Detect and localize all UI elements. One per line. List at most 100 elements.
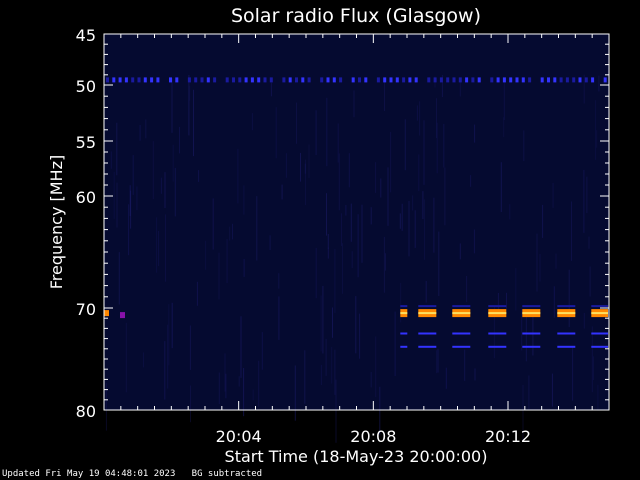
noise-streak (118, 252, 120, 305)
noise-streak (379, 386, 381, 435)
noise-streak (229, 226, 231, 241)
noise-streak (251, 113, 253, 131)
interference-mark (232, 77, 235, 83)
noise-streak (341, 213, 342, 246)
x-tick-label: 20:08 (350, 427, 396, 446)
noise-streak (278, 296, 280, 340)
noise-streak (359, 313, 361, 359)
interference-mark (408, 77, 412, 83)
noise-streak (128, 204, 130, 256)
emission-line (522, 345, 541, 348)
emission-burst-core (418, 312, 437, 315)
noise-streak (258, 360, 260, 407)
noise-streak (345, 205, 347, 216)
interference-mark (332, 77, 336, 83)
emission-burst-core (488, 312, 507, 315)
y-tick-label: 70 (76, 300, 96, 319)
noise-streak (528, 375, 530, 410)
noise-streak (424, 199, 425, 260)
noise-streak (304, 163, 306, 174)
noise-streak (110, 151, 112, 169)
noise-streak (136, 186, 138, 211)
noise-streak (171, 78, 173, 133)
emission-line (557, 332, 576, 335)
noise-streak (218, 372, 220, 404)
noise-streak (348, 153, 350, 188)
noise-streak (338, 153, 340, 211)
noise-streak (390, 131, 392, 193)
noise-streak (189, 85, 191, 101)
noise-streak (423, 120, 425, 185)
interference-mark (395, 77, 399, 83)
noise-streak (591, 326, 593, 393)
noise-streak (509, 204, 511, 220)
interference-mark (376, 77, 380, 83)
noise-streak (243, 259, 245, 277)
noise-streak (337, 123, 339, 163)
noise-streak (172, 144, 174, 182)
noise-streak (555, 253, 557, 269)
noise-streak (198, 170, 200, 182)
noise-streak (416, 105, 418, 121)
noise-streak (399, 213, 401, 229)
interference-mark (238, 77, 242, 83)
noise-streak (300, 152, 301, 182)
noise-streak (436, 350, 438, 374)
noise-streak (464, 349, 466, 381)
emission-burst-halo (557, 305, 576, 308)
noise-streak (188, 74, 190, 136)
updated-timestamp: Updated Fri May 19 04:48:01 2023 (2, 469, 176, 479)
noise-streak (592, 356, 594, 380)
noise-streak (294, 365, 296, 421)
noise-texture (104, 74, 600, 443)
emission-burst-core (522, 312, 541, 315)
emission-line (591, 345, 608, 348)
noise-streak (190, 385, 191, 423)
interference-mark (572, 77, 576, 83)
noise-streak (143, 352, 144, 368)
noise-streak (305, 159, 306, 206)
interference-mark (225, 77, 229, 83)
interference-mark (528, 77, 532, 83)
emission-blip (104, 310, 109, 317)
emission-line (418, 345, 437, 348)
noise-streak (256, 196, 258, 261)
noise-streak (296, 102, 297, 144)
noise-streak (515, 268, 517, 311)
emission-blip (120, 312, 125, 319)
emission-line (488, 345, 507, 348)
noise-streak (596, 130, 598, 148)
interference-mark (490, 77, 494, 83)
noise-streak (474, 368, 476, 381)
interference-mark (496, 77, 500, 83)
noise-streak (503, 81, 505, 120)
interference-mark (169, 77, 172, 83)
mode-label: BG subtracted (191, 469, 263, 479)
noise-streak (414, 210, 416, 248)
noise-streak (370, 372, 372, 388)
interference-mark (471, 77, 475, 83)
emission-burst-core (400, 312, 408, 315)
emission-line (522, 332, 541, 335)
noise-streak (503, 117, 505, 138)
noise-streak (129, 185, 131, 216)
noise-streak (116, 182, 118, 228)
interference-mark (257, 77, 261, 83)
noise-streak (586, 176, 588, 213)
noise-streak (322, 285, 324, 354)
noise-streak (595, 100, 597, 160)
noise-streak (568, 269, 570, 328)
noise-streak (232, 223, 233, 240)
y-axis: 45 50 55 60 70 80 (76, 26, 609, 421)
interference-mark (263, 77, 267, 83)
noise-streak (335, 379, 337, 443)
noise-streak (224, 353, 226, 392)
noise-streak (380, 178, 382, 198)
interference-mark (269, 77, 273, 83)
noise-streak (270, 82, 272, 97)
noise-streak (332, 307, 333, 338)
chart-title: Solar radio Flux (Glasgow) (231, 5, 481, 27)
noise-streak (357, 214, 359, 278)
noise-streak (418, 154, 420, 192)
noise-streak (400, 282, 402, 323)
